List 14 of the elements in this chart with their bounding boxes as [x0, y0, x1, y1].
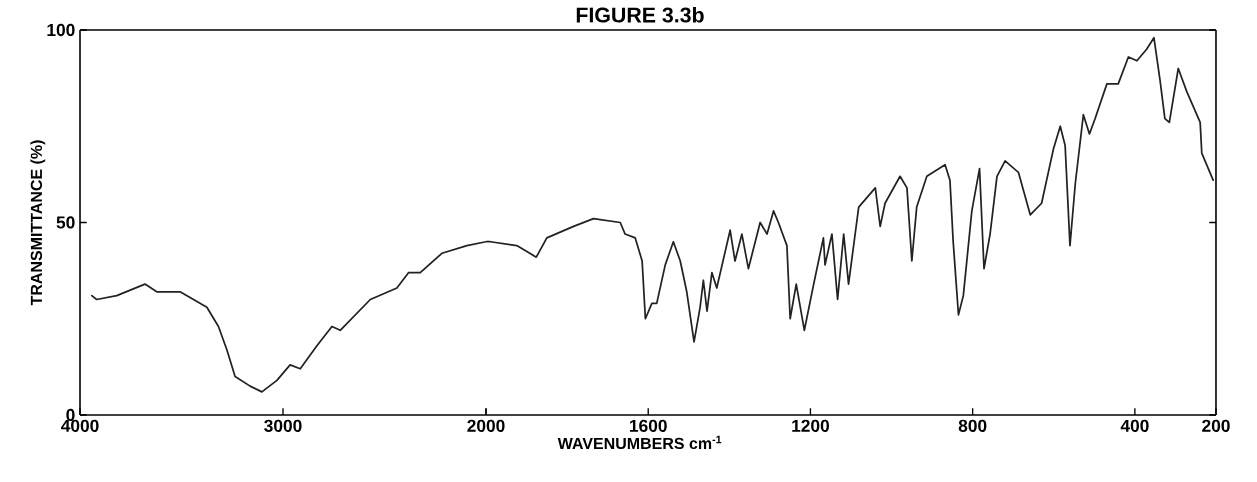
- y-axis-title: TRANSMITTANCE (%): [30, 140, 46, 306]
- y-tick-label: 100: [47, 23, 75, 37]
- x-tick-label: 1200: [792, 419, 829, 432]
- x-tick-label: 800: [958, 419, 987, 432]
- x-tick-label: 400: [1120, 419, 1149, 432]
- y-tick-label: 50: [56, 216, 75, 229]
- x-tick-label: 4000: [61, 419, 99, 432]
- x-axis-title: WAVENUMBERS cm$^{-1}$: [557, 435, 722, 450]
- chart-title: FIGURE 3.3b: [576, 6, 704, 23]
- y-tick-label: 0: [66, 408, 75, 422]
- x-tick-label: 3000: [264, 419, 302, 432]
- x-tick-label: 2000: [467, 419, 505, 432]
- x-tick-label: 200: [1202, 419, 1230, 432]
- x-tick-label: 1600: [630, 419, 667, 432]
